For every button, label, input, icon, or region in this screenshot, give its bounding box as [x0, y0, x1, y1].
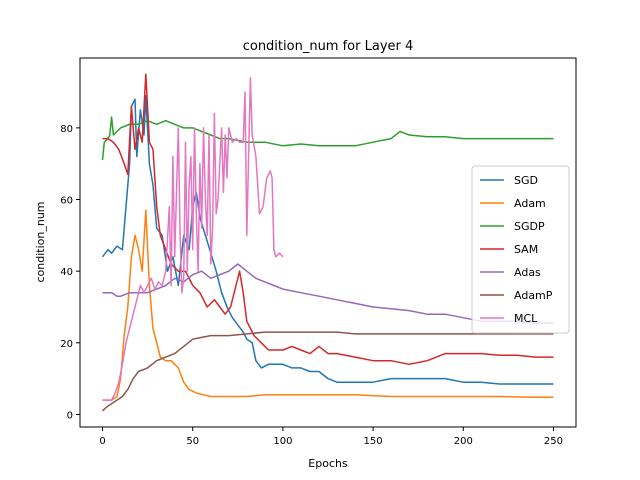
legend-label: SGD — [514, 174, 538, 187]
legend-label: SGDP — [514, 220, 545, 233]
x-tick-label: 50 — [186, 436, 199, 447]
y-tick-label: 60 — [60, 196, 73, 207]
y-axis-label: condition_num — [34, 201, 47, 282]
series-line-mcl — [102, 76, 284, 401]
x-tick-label: 100 — [273, 436, 292, 447]
legend-label: MCL — [514, 312, 538, 325]
legend-label: Adas — [514, 266, 541, 279]
x-tick-label: 250 — [544, 436, 563, 447]
series-line-adam — [102, 209, 554, 401]
x-axis-label: Epochs — [308, 457, 348, 470]
legend-box — [471, 165, 570, 334]
legend-label: AdamP — [514, 289, 553, 302]
x-tick-label: 0 — [99, 436, 105, 447]
plot-frame — [79, 57, 577, 428]
y-tick-label: 40 — [60, 267, 73, 278]
series-line-adamp — [101, 331, 554, 412]
y-tick-label: 0 — [67, 410, 73, 421]
chart-title: condition_num for Layer 4 — [243, 39, 414, 54]
series-line-adas — [102, 263, 554, 324]
y-tick-label: 20 — [60, 339, 73, 350]
x-ticks: 0 50 100 150 200 250 — [99, 427, 563, 447]
y-ticks: 0 20 40 60 80 — [60, 124, 80, 421]
series-line-sgd — [101, 94, 554, 385]
x-tick-label: 200 — [454, 436, 473, 447]
legend-label: SAM — [514, 243, 538, 256]
x-tick-label: 150 — [364, 436, 383, 447]
series-group — [101, 73, 554, 412]
legend: SGD Adam SGDP SAM Adas AdamP MCL — [471, 165, 570, 334]
legend-label: Adam — [514, 197, 546, 210]
series-line-sam — [102, 73, 554, 366]
y-tick-label: 80 — [60, 124, 73, 135]
series-line-sgdp — [101, 116, 554, 161]
